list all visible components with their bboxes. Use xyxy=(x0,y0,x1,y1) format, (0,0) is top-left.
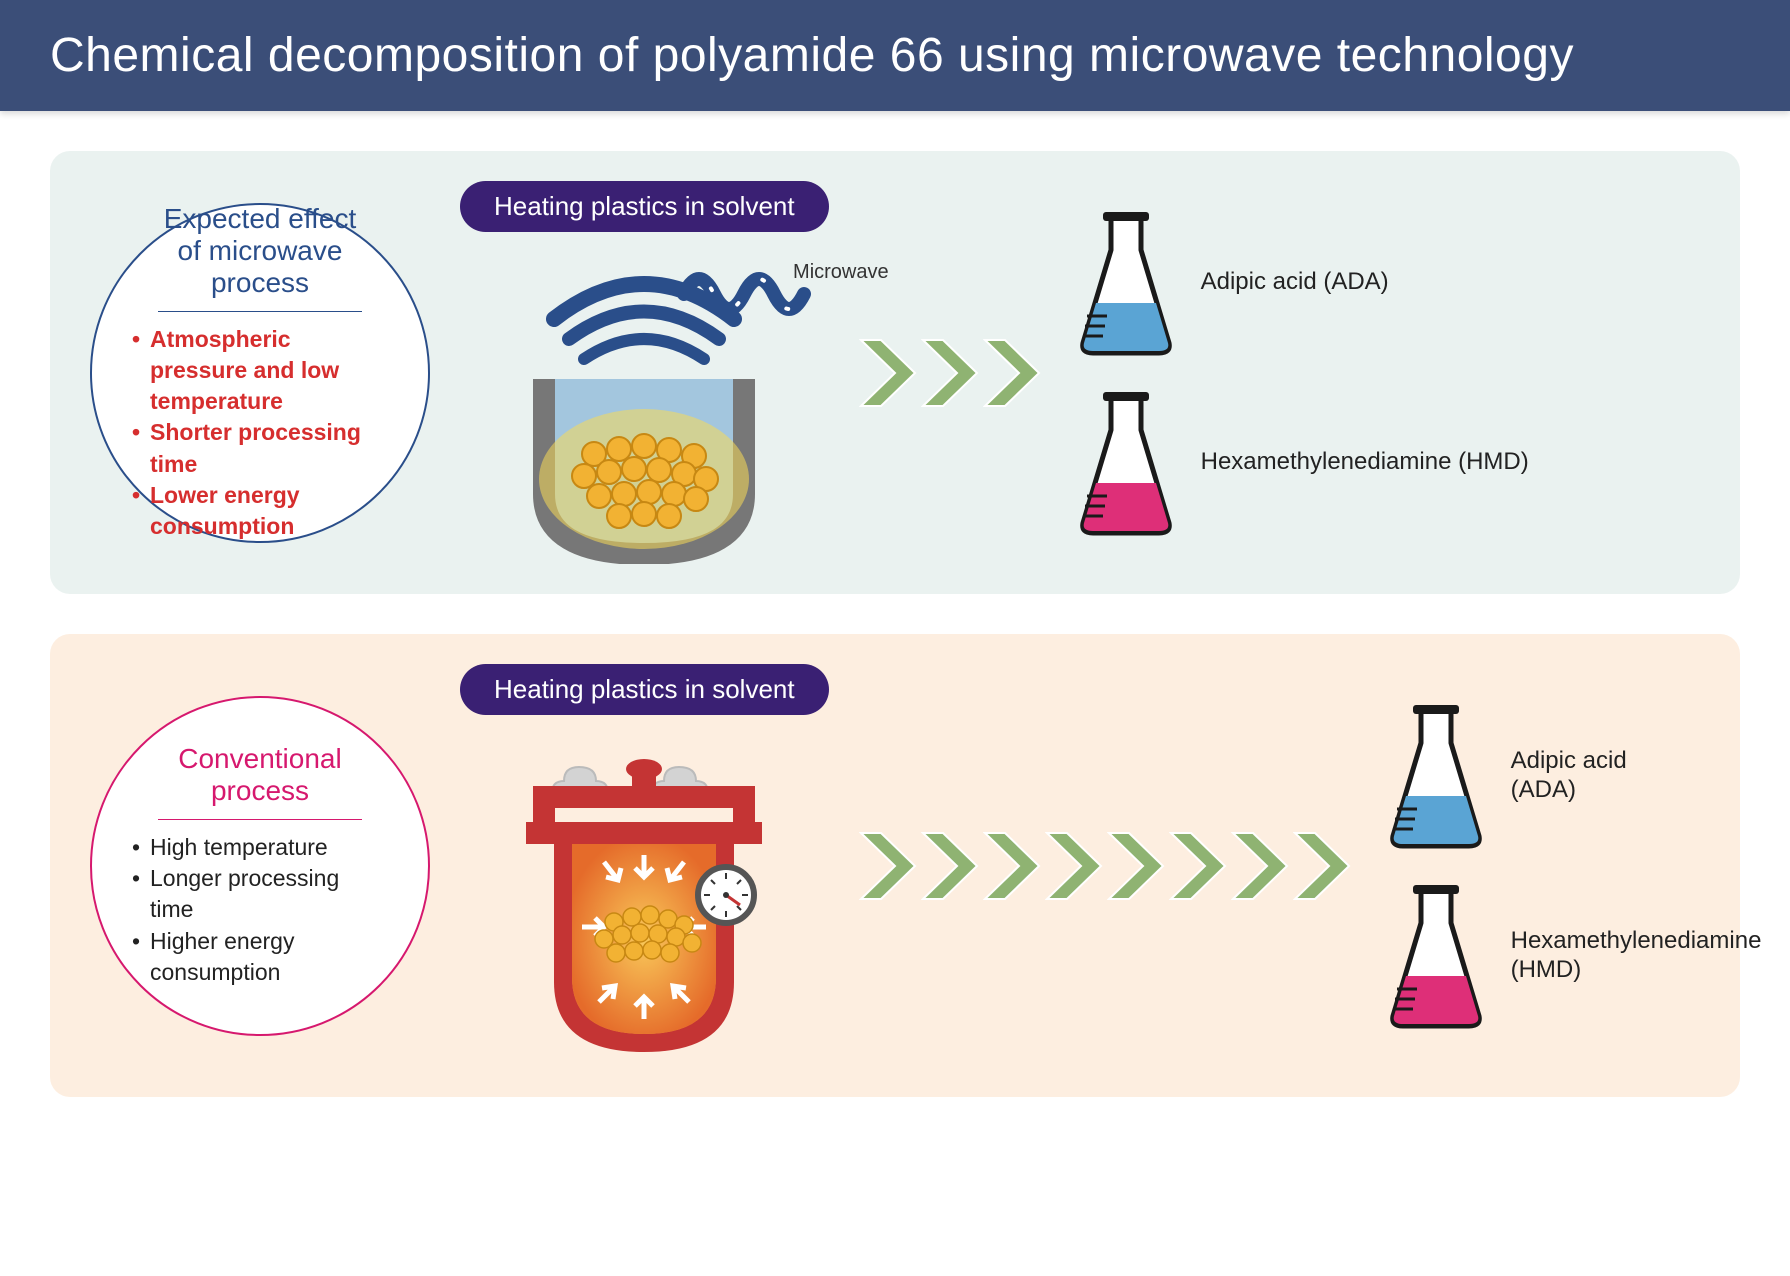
product-row: Adipic acid (ADA) xyxy=(1071,208,1529,358)
bullet-list: Atmospheric pressure and low temperature… xyxy=(132,324,388,541)
panel-microwave-process: Expected effect of microwave process Atm… xyxy=(50,151,1740,594)
bullet-item: Atmospheric pressure and low temperature xyxy=(132,324,388,417)
pressure-vessel-icon xyxy=(474,727,814,1067)
chevron-icon xyxy=(1045,831,1103,901)
flask-icon xyxy=(1071,208,1181,358)
pill-label: Heating plastics in solvent xyxy=(460,664,829,715)
circle-title: Expected effect of microwave process xyxy=(158,203,363,312)
product-row: Hexamethylenediamine (HMD) xyxy=(1381,881,1731,1031)
chevron-icon xyxy=(1107,831,1165,901)
chevron-icon xyxy=(1169,831,1227,901)
circle-title: Conventional process xyxy=(158,743,363,820)
bullet-item: Shorter processing time xyxy=(132,417,388,479)
chevron-icon xyxy=(921,831,979,901)
product-row: Adipic acid (ADA) xyxy=(1381,701,1731,851)
page-header: Chemical decomposition of polyamide 66 u… xyxy=(0,0,1790,111)
chevron-icon xyxy=(983,831,1041,901)
panel-conventional-process: Conventional process High temperature Lo… xyxy=(50,634,1740,1097)
chevron-icon xyxy=(983,338,1041,408)
product-label: Adipic acid (ADA) xyxy=(1201,268,1389,297)
circle-conventional: Conventional process High temperature Lo… xyxy=(90,696,430,1036)
microwave-vessel-icon xyxy=(474,244,814,564)
arrow-sequence xyxy=(859,338,1041,408)
chevron-icon xyxy=(1293,831,1351,901)
bullet-item: Lower energy consumption xyxy=(132,480,388,542)
product-row: Hexamethylenediamine (HMD) xyxy=(1071,388,1529,538)
bullet-list: High temperature Longer processing time … xyxy=(132,832,388,987)
page-title: Chemical decomposition of polyamide 66 u… xyxy=(50,29,1574,82)
chevron-icon xyxy=(921,338,979,408)
bullet-item: High temperature xyxy=(132,832,388,863)
product-label: Hexamethylenediamine (HMD) xyxy=(1511,927,1731,985)
chevron-icon xyxy=(859,831,917,901)
product-label: Hexamethylenediamine (HMD) xyxy=(1201,448,1529,477)
products-column: Adipic acid (ADA) Hexamethylenediamine (… xyxy=(1071,208,1529,538)
diagram-conventional: Heating plastics in solvent xyxy=(460,664,829,1067)
microwave-label: Microwave xyxy=(793,261,889,284)
bullet-item: Higher energy consumption xyxy=(132,926,388,988)
product-label: Adipic acid (ADA) xyxy=(1511,747,1691,805)
diagram-microwave: Heating plastics in solvent Microwave xyxy=(460,181,829,564)
flask-icon xyxy=(1381,701,1491,851)
flask-icon xyxy=(1071,388,1181,538)
pill-label: Heating plastics in solvent xyxy=(460,181,829,232)
circle-expected-effect: Expected effect of microwave process Atm… xyxy=(90,203,430,543)
chevron-icon xyxy=(859,338,917,408)
chevron-icon xyxy=(1231,831,1289,901)
flask-icon xyxy=(1381,881,1491,1031)
products-column: Adipic acid (ADA) Hexamethylenediamine (… xyxy=(1381,701,1731,1031)
arrow-sequence xyxy=(859,831,1351,901)
bullet-item: Longer processing time xyxy=(132,863,388,925)
